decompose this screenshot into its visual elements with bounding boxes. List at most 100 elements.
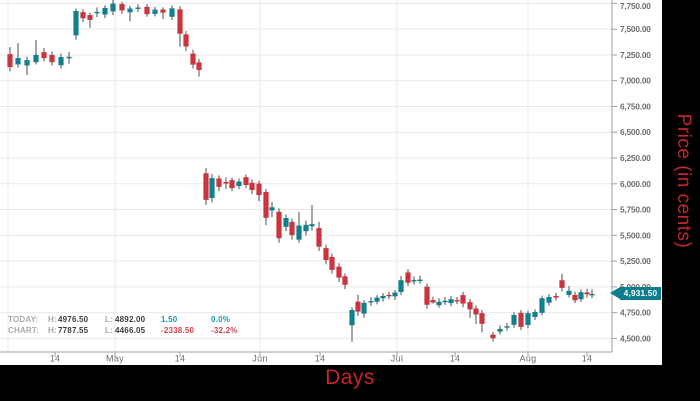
candle [263, 188, 269, 226]
x-tick-label: Aug [520, 354, 537, 364]
candle [323, 244, 329, 265]
y-axis-title: Price (in cents) [673, 113, 694, 249]
candle [442, 296, 448, 306]
today-high-key: H: [48, 315, 57, 324]
candle [169, 5, 175, 20]
x-axis-title: Days [325, 366, 375, 389]
candle [256, 180, 262, 202]
gridlines [0, 0, 612, 352]
candle [66, 52, 72, 64]
candle [572, 291, 578, 304]
candle [102, 5, 108, 19]
chart-legend: TODAY: H: 4976.50 L: 4892.00 1.50 0.0% C… [8, 314, 257, 336]
candle [417, 275, 423, 284]
x-tick-label: 14 [450, 354, 461, 364]
candle [94, 7, 100, 18]
candle [479, 310, 485, 333]
candle [342, 273, 348, 290]
candle [566, 285, 572, 298]
candle [33, 39, 39, 65]
candle [473, 305, 479, 324]
candle [578, 289, 584, 302]
candle [160, 7, 166, 20]
chart-change-pct: -32.2% [211, 326, 238, 335]
candle [553, 292, 559, 301]
candle [380, 293, 386, 302]
candle [283, 214, 289, 232]
candle [386, 291, 392, 300]
chart-label: CHART: [8, 326, 39, 335]
candle [73, 8, 79, 40]
candle [127, 5, 133, 22]
candle [336, 263, 342, 282]
x-tick-label: May [106, 354, 124, 364]
candle [525, 310, 531, 329]
candle [518, 310, 524, 331]
y-tick-label: 7,000.00 [620, 76, 651, 86]
candle [511, 312, 517, 328]
today-low-key: L: [105, 315, 113, 324]
candle [374, 295, 380, 305]
candle [203, 168, 209, 205]
chart-high-key: H: [48, 326, 57, 335]
candle [584, 288, 590, 298]
candle [539, 295, 545, 316]
candle [87, 12, 93, 28]
y-tick-label: 7,250.00 [620, 50, 651, 60]
candle [368, 297, 374, 306]
candle [80, 9, 86, 23]
candle [209, 174, 215, 203]
today-change: 1.50 [161, 315, 178, 324]
y-tick-label: 4,750.00 [620, 308, 651, 318]
candle [276, 208, 282, 243]
candle [7, 47, 13, 72]
candle [135, 4, 141, 12]
candle [152, 6, 158, 17]
candle [249, 179, 255, 195]
candle [41, 48, 47, 62]
last-price-tag: 4,931.50 [610, 287, 661, 300]
x-tick-label: 14 [315, 354, 326, 364]
y-tick-label: 5,250.00 [620, 256, 651, 266]
candle [532, 309, 538, 321]
candle [454, 296, 460, 305]
candle [309, 204, 315, 231]
candle [183, 31, 189, 52]
candle [229, 177, 235, 192]
legend-row-chart: CHART: H: 7787.55 L: 4466.05 -2338.50 -3… [8, 325, 257, 336]
candle [460, 292, 466, 308]
candle [119, 1, 125, 14]
x-tick-label: Jul [391, 354, 403, 364]
candle [15, 43, 21, 68]
today-high-value: 4976.50 [58, 315, 89, 324]
candle [316, 221, 322, 251]
candle [424, 283, 430, 309]
candle [546, 294, 552, 306]
candle [144, 4, 150, 17]
candle [361, 300, 367, 318]
candle [504, 322, 510, 331]
candle [355, 294, 361, 316]
y-tick-label: 6,750.00 [620, 101, 651, 111]
candle [177, 6, 183, 47]
today-label: TODAY: [8, 315, 39, 324]
candle [398, 276, 404, 296]
chart-change: -2338.50 [161, 326, 195, 335]
candle [49, 51, 55, 66]
y-tick-label: 6,500.00 [620, 127, 651, 137]
y-tick-label: 6,000.00 [620, 179, 651, 189]
x-tick-label: Jun [252, 354, 267, 364]
candles [7, 0, 595, 342]
plot-background [0, 0, 662, 365]
candle [303, 220, 309, 236]
candle [497, 325, 503, 335]
candle [269, 202, 275, 217]
candle [329, 253, 335, 274]
candle [24, 56, 30, 76]
candle [436, 298, 442, 308]
y-tick-label: 6,250.00 [620, 153, 651, 163]
legend-row-today: TODAY: H: 4976.50 L: 4892.00 1.50 0.0% [8, 314, 257, 325]
y-tick-label: 7,750.00 [620, 1, 651, 11]
